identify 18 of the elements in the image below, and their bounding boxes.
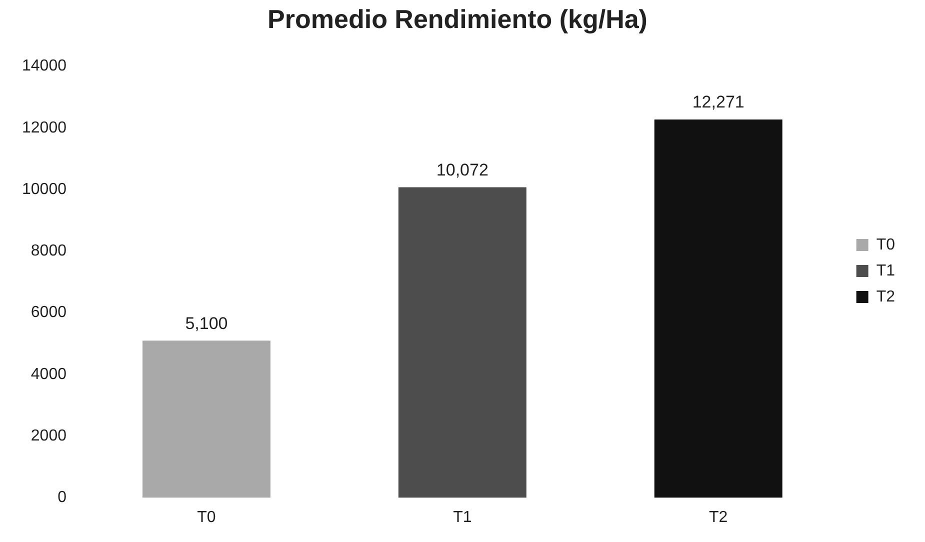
- y-tick-label: 0: [58, 489, 67, 506]
- y-tick-label: 14000: [22, 58, 67, 75]
- data-label: 10,072: [436, 160, 488, 180]
- y-tick-label: 6000: [30, 304, 67, 322]
- y-tick-label: 4000: [30, 366, 67, 383]
- y-tick-label: 10000: [22, 180, 67, 198]
- data-label: 12,271: [692, 92, 744, 112]
- x-tick-label: T2: [709, 508, 728, 526]
- legend-label: T0: [876, 236, 896, 254]
- legend-label: T1: [876, 262, 896, 280]
- y-tick-label: 2000: [30, 428, 67, 445]
- x-tick-label: T1: [453, 508, 472, 526]
- chart-title: Promedio Rendimiento (kg/Ha): [268, 4, 648, 34]
- x-tick-label: T0: [197, 508, 216, 526]
- data-label: 5,100: [185, 314, 228, 333]
- y-tick-label: 12000: [22, 119, 67, 136]
- legend-label: T2: [876, 288, 896, 306]
- y-tick-label: 8000: [30, 242, 67, 260]
